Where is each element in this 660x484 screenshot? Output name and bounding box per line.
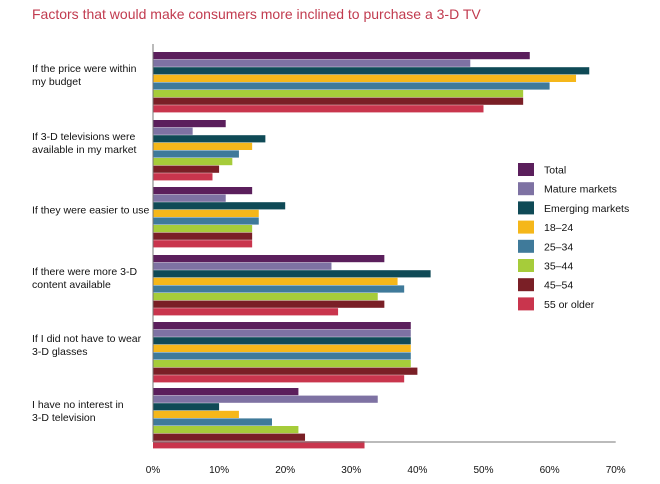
x-tick-label: 70% — [606, 465, 626, 476]
bars-layer — [153, 52, 590, 449]
bar — [153, 105, 484, 113]
legend-label: 25–34 — [544, 241, 573, 253]
x-tick-label: 40% — [407, 465, 427, 476]
bar — [153, 329, 411, 337]
bar — [153, 403, 220, 411]
legend-swatch — [518, 239, 534, 253]
legend-label: 18–24 — [544, 222, 573, 234]
bar — [153, 270, 431, 278]
x-axis: 0% 10% 20% 30% 40% 50% 60% 70% — [146, 44, 626, 476]
bar — [153, 433, 306, 441]
category-label: If I did not have to wear — [32, 333, 142, 345]
x-tick-label: 10% — [209, 465, 229, 476]
category-label: content available — [32, 279, 111, 291]
category-label: available in my market — [32, 144, 137, 156]
category-label: If 3-D televisions were — [32, 131, 135, 143]
bar — [153, 232, 253, 240]
category-label: If there were more 3-D — [32, 266, 137, 278]
bar — [153, 173, 213, 181]
bar — [153, 240, 253, 248]
bar — [153, 337, 411, 345]
chart-title: Factors that would make consumers more i… — [32, 6, 481, 22]
bar — [153, 209, 259, 217]
bar — [153, 97, 524, 105]
category-label: I have no interest in — [32, 399, 124, 411]
bar — [153, 127, 193, 135]
bar — [153, 375, 405, 383]
bar — [153, 67, 590, 75]
x-tick-label: 60% — [540, 465, 560, 476]
legend-swatch — [518, 201, 534, 215]
bar — [153, 277, 398, 285]
legend-label: 35–44 — [544, 261, 573, 273]
bar — [153, 395, 378, 403]
bar — [153, 352, 411, 360]
bar — [153, 426, 299, 434]
bar — [153, 388, 299, 396]
bar — [153, 262, 332, 270]
bar — [153, 322, 411, 330]
x-tick-label: 20% — [275, 465, 295, 476]
legend-swatch — [518, 163, 534, 176]
bar — [153, 150, 239, 158]
legend-label: Total — [544, 165, 566, 177]
bar — [153, 52, 530, 60]
bar — [153, 187, 253, 195]
bar — [153, 158, 233, 166]
x-tick-label: 0% — [146, 465, 161, 476]
bar — [153, 308, 339, 316]
legend-swatch — [518, 220, 534, 234]
bar — [153, 194, 226, 202]
bar — [153, 165, 220, 173]
legend-swatch — [518, 259, 534, 272]
bar — [153, 441, 365, 449]
x-tick-label: 30% — [341, 465, 361, 476]
legend-label: Emerging markets — [544, 203, 629, 215]
bar — [153, 344, 411, 352]
bar — [153, 410, 239, 418]
bar — [153, 360, 411, 368]
category-label: If they were easier to use — [32, 204, 149, 216]
category-label: my budget — [32, 76, 81, 88]
legend-swatch — [518, 278, 534, 292]
bar — [153, 82, 550, 90]
bar — [153, 202, 286, 210]
legend-label: 55 or older — [544, 299, 595, 311]
legend-label: Mature markets — [544, 184, 617, 196]
bar — [153, 285, 405, 293]
bar — [153, 255, 385, 263]
category-label: 3-D glasses — [32, 346, 87, 358]
bar — [153, 59, 471, 67]
category-label: If the price were within — [32, 63, 137, 75]
category-label: 3-D television — [32, 412, 96, 424]
legend-label: 45–54 — [544, 280, 573, 292]
bar — [153, 120, 226, 128]
bar — [153, 74, 577, 82]
bar — [153, 90, 524, 98]
bar — [153, 293, 378, 301]
bar — [153, 142, 253, 150]
x-tick-label: 50% — [473, 465, 493, 476]
bar — [153, 418, 272, 426]
bar — [153, 225, 253, 233]
bar — [153, 300, 385, 308]
bar — [153, 217, 259, 225]
bar — [153, 367, 418, 375]
legend-swatch — [518, 182, 534, 196]
legend-swatch — [518, 297, 534, 311]
bar — [153, 135, 266, 143]
legend: Total Mature markets Emerging markets 18–24… — [518, 163, 629, 311]
